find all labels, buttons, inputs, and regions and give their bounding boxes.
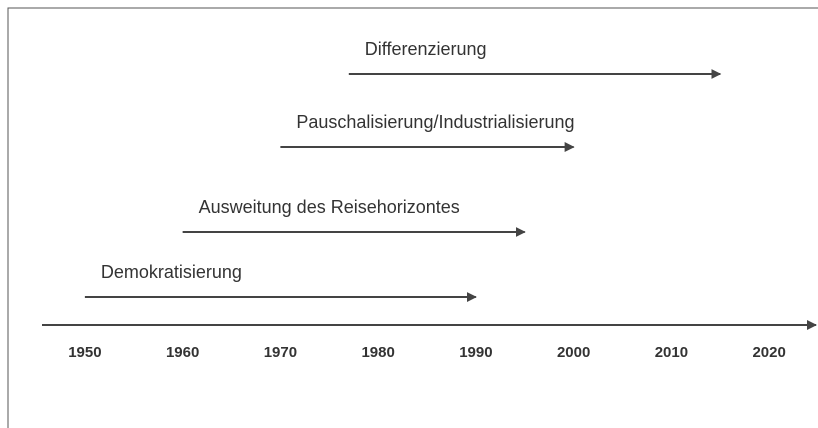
x-tick-label: 1960 bbox=[166, 344, 199, 361]
phase-label: Pauschalisierung/Industrialisierung bbox=[296, 112, 574, 132]
frame bbox=[7, 7, 818, 428]
x-tick-label: 2010 bbox=[655, 344, 688, 361]
phase-label: Ausweitung des Reisehorizontes bbox=[199, 197, 460, 217]
x-tick-label: 1990 bbox=[459, 344, 492, 361]
phase-label: Differenzierung bbox=[365, 39, 487, 59]
x-tick-label: 1970 bbox=[264, 344, 297, 361]
x-tick-label: 1980 bbox=[361, 344, 394, 361]
x-tick-label: 2020 bbox=[752, 344, 785, 361]
x-tick-label: 2000 bbox=[557, 344, 590, 361]
phase-label: Demokratisierung bbox=[101, 262, 242, 282]
x-tick-label: 1950 bbox=[68, 344, 101, 361]
